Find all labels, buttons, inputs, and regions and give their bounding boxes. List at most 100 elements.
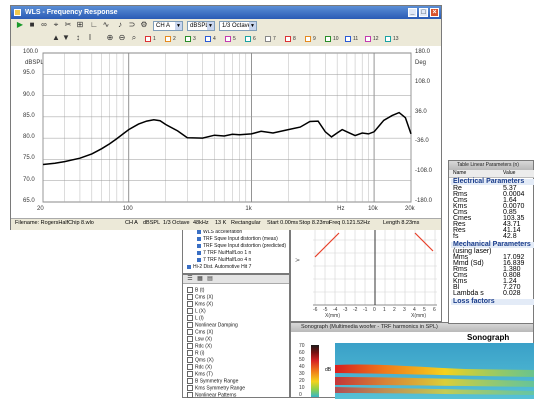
- tree-item[interactable]: TRF Sqwe Input distortion (predicted): [197, 243, 286, 249]
- param-list-item[interactable]: Cms (X): [187, 329, 213, 336]
- arrow-up-icon[interactable]: ▲: [52, 33, 60, 42]
- param-value: 103.35: [503, 215, 525, 222]
- y-right-unit: Deg: [415, 60, 427, 66]
- checkbox[interactable]: [187, 287, 193, 293]
- trace-checkbox[interactable]: [285, 36, 291, 42]
- trace-checkbox[interactable]: [305, 36, 311, 42]
- close-button[interactable]: ×: [430, 8, 439, 17]
- trace-checkbox[interactable]: [225, 36, 231, 42]
- trace-checkbox[interactable]: [205, 36, 211, 42]
- checkbox[interactable]: [187, 301, 193, 307]
- tree-item[interactable]: Hi-2 Dist. Automotive Hit 7: [187, 264, 251, 270]
- param-list-label: Rdc (X): [195, 343, 212, 350]
- y-left-tick-label: 90.0: [23, 91, 35, 98]
- text-cursor-icon[interactable]: I: [88, 33, 92, 42]
- param-list-label: Qms (X): [195, 357, 214, 364]
- param-list-label: L (I): [195, 315, 204, 322]
- minimize-button[interactable]: _: [408, 8, 417, 17]
- trace-number: 5: [233, 36, 236, 42]
- probe-icon[interactable]: ⌖: [53, 20, 59, 29]
- checkbox[interactable]: [187, 392, 193, 398]
- wave-icon[interactable]: ∿: [102, 20, 110, 29]
- save-icon[interactable]: ■: [29, 20, 35, 29]
- param-list-item[interactable]: L (X): [187, 308, 206, 315]
- checkbox[interactable]: [187, 350, 193, 356]
- nonlinear-x-tick-label: -1: [363, 307, 368, 313]
- param-section-header[interactable]: Loss factors: [451, 298, 534, 305]
- checkbox[interactable]: [187, 336, 193, 342]
- tree-item[interactable]: 7 TRF NuiHalfLoo 4 n: [197, 257, 251, 263]
- param-list-item[interactable]: B (t): [187, 287, 204, 294]
- loop-icon[interactable]: ∞: [41, 20, 47, 29]
- param-name: Cms: [453, 209, 468, 216]
- param-section-header[interactable]: Mechanical Parameters: [451, 241, 534, 248]
- ruler-icon[interactable]: ∟: [90, 20, 98, 29]
- param-list-item[interactable]: Rdc (X): [187, 343, 212, 350]
- tree-item[interactable]: 7 TRF NuiHalfLoo 1 n: [197, 250, 251, 256]
- maximize-button[interactable]: □: [419, 8, 428, 17]
- cursor-icon[interactable]: ⊞: [76, 20, 84, 29]
- param-list-item[interactable]: Kms Symmetry Range: [187, 385, 245, 392]
- unit-select[interactable]: dBSPL ▼: [187, 21, 215, 31]
- status-unit: dBSPL: [143, 220, 161, 226]
- chart-icon[interactable]: ▤: [207, 276, 213, 282]
- trace-checkbox[interactable]: [165, 36, 171, 42]
- zoom-fit-icon[interactable]: ⌕: [131, 33, 137, 42]
- sonograph-y-tick-label: 70: [299, 343, 305, 349]
- param-value: 16.839: [503, 260, 525, 267]
- zoom-in-icon[interactable]: ⊕: [106, 33, 114, 42]
- checkbox[interactable]: [187, 357, 193, 363]
- trace-checkbox[interactable]: [325, 36, 331, 42]
- param-name: Bl: [453, 284, 460, 291]
- list-icon[interactable]: ☰: [187, 276, 193, 282]
- channel-select[interactable]: CH A ▼: [153, 21, 183, 31]
- checkbox[interactable]: [187, 343, 193, 349]
- smoothing-select[interactable]: 1/3 Octave ▼: [219, 21, 257, 31]
- param-list-item[interactable]: Kms (X): [187, 301, 213, 308]
- trace-checkbox[interactable]: [185, 36, 191, 42]
- tools-icon[interactable]: ✂: [64, 20, 72, 29]
- checkbox[interactable]: [187, 385, 193, 391]
- x-tick-label: 1k: [245, 206, 252, 212]
- param-list-item[interactable]: Qms (X): [187, 357, 214, 364]
- grid-icon[interactable]: ▦: [197, 276, 203, 282]
- trace-checkbox[interactable]: [345, 36, 351, 42]
- checkbox[interactable]: [187, 322, 193, 328]
- toolbar-primary: ▶ ■ ∞ ⌖ ✂ ⊞ ∟ ∿ ♪ ⊃ ⚙ CH A ▼ dBSPL ▼ 1/3…: [11, 20, 441, 32]
- param-list-item[interactable]: Nonlinear Damping: [187, 322, 238, 329]
- trace-checkbox[interactable]: [145, 36, 151, 42]
- checkbox[interactable]: [187, 329, 193, 335]
- checkbox[interactable]: [187, 378, 193, 384]
- param-value: 1.64: [503, 197, 517, 204]
- param-value: 0.808: [503, 272, 521, 279]
- y-right-tick-label: 180.0: [415, 49, 431, 55]
- tree-item-label: Hi-2 Dist. Automotive Hit 7: [193, 264, 252, 270]
- param-list-label: Cms (X): [195, 329, 214, 336]
- param-list-item[interactable]: Kms (T): [187, 371, 213, 378]
- param-list-item[interactable]: L (I): [187, 315, 204, 322]
- param-list-item[interactable]: B Symmetry Range: [187, 378, 238, 385]
- play-icon[interactable]: ▶: [16, 20, 24, 29]
- checkbox[interactable]: [187, 315, 193, 321]
- checkbox[interactable]: [187, 294, 193, 300]
- param-section-header[interactable]: Electrical Parameters: [451, 178, 534, 185]
- tree-item[interactable]: TRF Sqwe Input distortion (meas): [197, 236, 278, 242]
- checkbox[interactable]: [187, 308, 193, 314]
- zoom-out-icon[interactable]: ⊖: [118, 33, 126, 42]
- settings-icon[interactable]: ⚙: [140, 20, 148, 29]
- trace-checkbox[interactable]: [265, 36, 271, 42]
- param-list-item[interactable]: Lsw (X): [187, 336, 212, 343]
- arrow-up-down-icon[interactable]: ↕: [76, 33, 80, 42]
- tree-item[interactable]: WLS acceleration: [197, 229, 242, 235]
- param-list-item[interactable]: Cms (X): [187, 294, 213, 301]
- note-icon[interactable]: ♪: [118, 20, 122, 29]
- checkbox[interactable]: [187, 371, 193, 377]
- trace-checkbox[interactable]: [365, 36, 371, 42]
- magnet-icon[interactable]: ⊃: [128, 20, 136, 29]
- trace-checkbox[interactable]: [385, 36, 391, 42]
- param-list-item[interactable]: R (i): [187, 350, 204, 357]
- trace-checkbox[interactable]: [245, 36, 251, 42]
- checkbox[interactable]: [187, 364, 193, 370]
- arrow-down-icon[interactable]: ▼: [62, 33, 70, 42]
- param-list-item[interactable]: Rdc (X): [187, 364, 212, 371]
